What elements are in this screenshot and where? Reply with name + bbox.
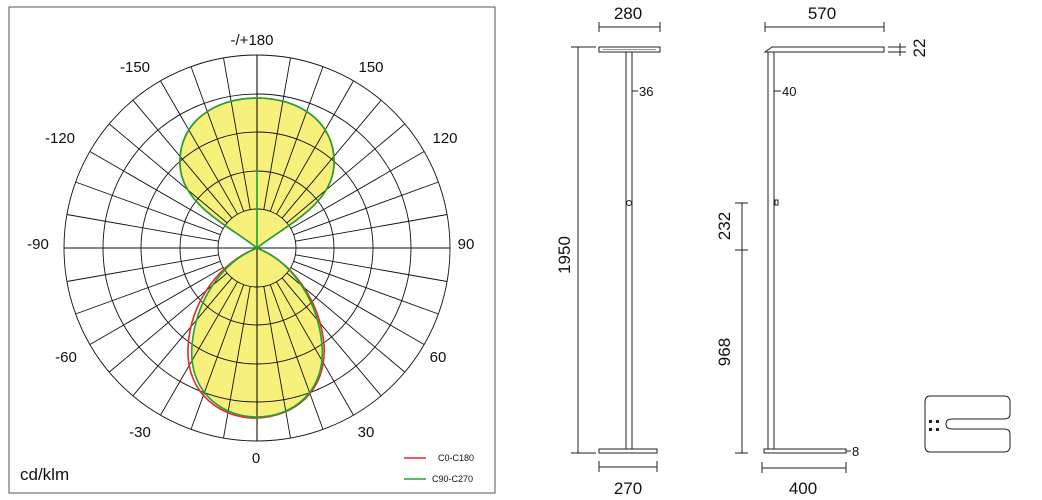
angle-label-p150: 150	[358, 59, 383, 76]
radial-grid-line	[293, 260, 439, 315]
radial-grid-line	[190, 284, 245, 430]
dim-pole-offset: 36	[639, 84, 653, 99]
switch-knob	[626, 200, 632, 206]
radial-grid-line	[132, 277, 233, 397]
angle-label-p30: 30	[358, 424, 375, 441]
base-top-dot	[929, 428, 932, 431]
angle-label-bottom: 0	[252, 450, 260, 467]
c90-c270-curve-lower	[190, 247, 324, 418]
switch-side	[774, 199, 779, 206]
radial-grid-line	[263, 286, 291, 439]
radial-grid-line	[89, 267, 224, 345]
side-view-drawing: 570 22 40 8 232 968 400	[715, 4, 929, 498]
c90-c270-curve-upper	[179, 97, 335, 250]
angle-label-m120: -120	[45, 130, 75, 147]
angle-label-m60: -60	[55, 349, 77, 366]
radial-grid-line	[223, 57, 251, 210]
base-top-dot	[936, 420, 939, 423]
radial-grid-line	[89, 151, 224, 229]
radial-grid-line	[66, 214, 219, 242]
radial-grid-line	[108, 123, 228, 224]
front-view-drawing: 280 36 1950 270	[555, 4, 661, 498]
dim-head-width: 280	[614, 4, 642, 23]
angle-label-left: -90	[27, 236, 49, 253]
radial-grid-line	[263, 57, 291, 210]
radial-grid-line	[269, 66, 324, 212]
legend-label-c90-c270: C90-C270	[432, 474, 473, 484]
dim-height: 1950	[555, 236, 574, 274]
base-top-dot	[929, 420, 932, 423]
legend-label-c0-c180: C0-C180	[438, 453, 474, 463]
radial-grid-line	[290, 151, 425, 229]
angle-label-p60: 60	[430, 349, 447, 366]
dim-switch-height: 968	[715, 338, 734, 366]
radial-grid-line	[295, 214, 448, 242]
radial-grid-line	[295, 254, 448, 282]
radial-grid-line	[276, 281, 354, 416]
base-plate	[598, 448, 658, 454]
radial-grid-line	[132, 99, 233, 219]
radial-grid-line	[286, 272, 406, 373]
angle-label-m150: -150	[120, 59, 150, 76]
angle-label-m30: -30	[129, 424, 151, 441]
polar-diagram-panel: -/+180 0 -90 90 -150 150 -120 120 -60 60…	[8, 6, 496, 494]
dim-base-thickness: 8	[852, 444, 859, 459]
distribution-curves	[179, 97, 335, 419]
radial-grid-line	[286, 123, 406, 224]
base-top-dot	[936, 428, 939, 431]
angle-label-p120: 120	[432, 130, 457, 147]
dim-base-length: 400	[789, 479, 817, 498]
unit-label: cd/klm	[20, 465, 69, 484]
radial-grid-line	[290, 267, 425, 345]
base-top-view	[924, 395, 1011, 453]
radial-grid-line	[276, 80, 354, 215]
radial-grid-line	[66, 254, 219, 282]
radial-grid-lines	[66, 57, 448, 439]
legend: C0-C180 C90-C270	[404, 453, 474, 484]
radial-grid-line	[190, 66, 245, 212]
pole	[625, 51, 633, 450]
radial-grid-line	[269, 284, 324, 430]
pole-side	[767, 51, 775, 450]
lamp-head-side	[763, 46, 885, 53]
base-top-outline	[924, 395, 1011, 453]
angle-labels: -/+180 0 -90 90 -150 150 -120 120 -60 60…	[27, 32, 474, 467]
angle-label-top: -/+180	[231, 32, 274, 49]
dim-head-length: 570	[808, 4, 836, 23]
dim-pole-offset-side: 40	[782, 84, 796, 99]
radial-grid-line	[281, 99, 382, 219]
angle-label-right: 90	[458, 236, 475, 253]
radial-grid-line	[281, 277, 382, 397]
radial-grid-line	[160, 281, 238, 416]
radial-grid-line	[160, 80, 238, 215]
dim-switch-segment: 232	[715, 212, 734, 240]
dim-base-width: 270	[614, 479, 642, 498]
radial-grid-line	[75, 260, 221, 315]
base-plate-side	[763, 448, 847, 454]
radial-grid-line	[75, 181, 221, 236]
dim-head-thickness: 22	[910, 39, 929, 58]
c0-c180-curve-lower	[187, 247, 325, 419]
radial-grid-line	[293, 181, 439, 236]
